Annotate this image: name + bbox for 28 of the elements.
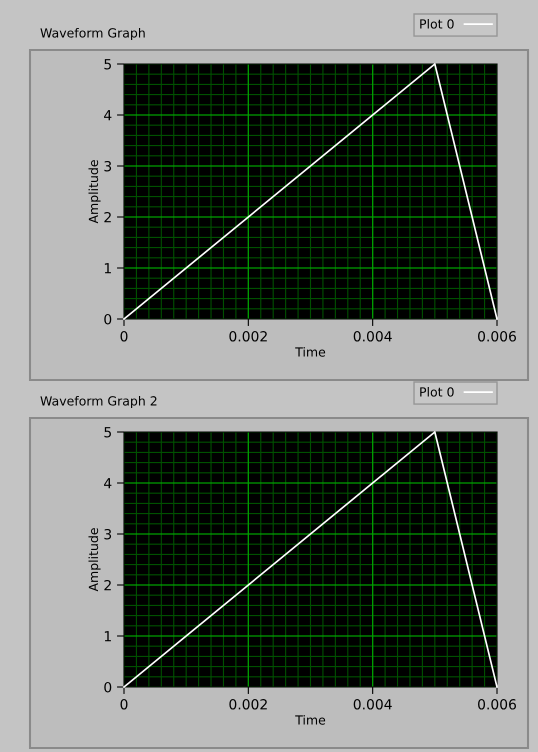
y-tick-label: 4 (104, 478, 112, 488)
chart-title: Waveform Graph 2 (40, 396, 156, 408)
legend-label: Plot 0 (420, 387, 454, 397)
y-tick-label: 2 (104, 580, 111, 590)
x-tick-label: 0.004 (354, 699, 392, 710)
x-axis-title: Time (295, 715, 326, 725)
y-tick-label: 3 (104, 528, 112, 540)
y-axis-title: Amplitude (88, 528, 101, 592)
y-tick-label: 0 (104, 314, 112, 324)
x-tick-label: 0.006 (478, 331, 516, 342)
x-tick-label: 0 (120, 331, 128, 342)
legend-label: Plot 0 (420, 19, 454, 29)
y-tick-label: 5 (104, 427, 111, 438)
y-tick-label: 1 (104, 263, 111, 274)
y-axis-title: Amplitude (88, 160, 101, 224)
x-tick-label: 0.002 (229, 331, 267, 342)
x-tick-label: 0.004 (354, 331, 392, 342)
x-tick-label: 0.006 (478, 699, 516, 710)
y-tick-label: 3 (104, 160, 112, 172)
y-tick-label: 0 (104, 682, 112, 692)
y-tick-label: 1 (104, 631, 111, 642)
y-tick-label: 5 (104, 59, 111, 70)
x-tick-label: 0.002 (229, 699, 267, 710)
x-tick-label: 0 (120, 699, 128, 710)
x-axis-title: Time (295, 347, 326, 357)
y-tick-label: 4 (104, 110, 112, 120)
chart-title: Waveform Graph (40, 28, 145, 40)
y-tick-label: 2 (104, 212, 111, 222)
